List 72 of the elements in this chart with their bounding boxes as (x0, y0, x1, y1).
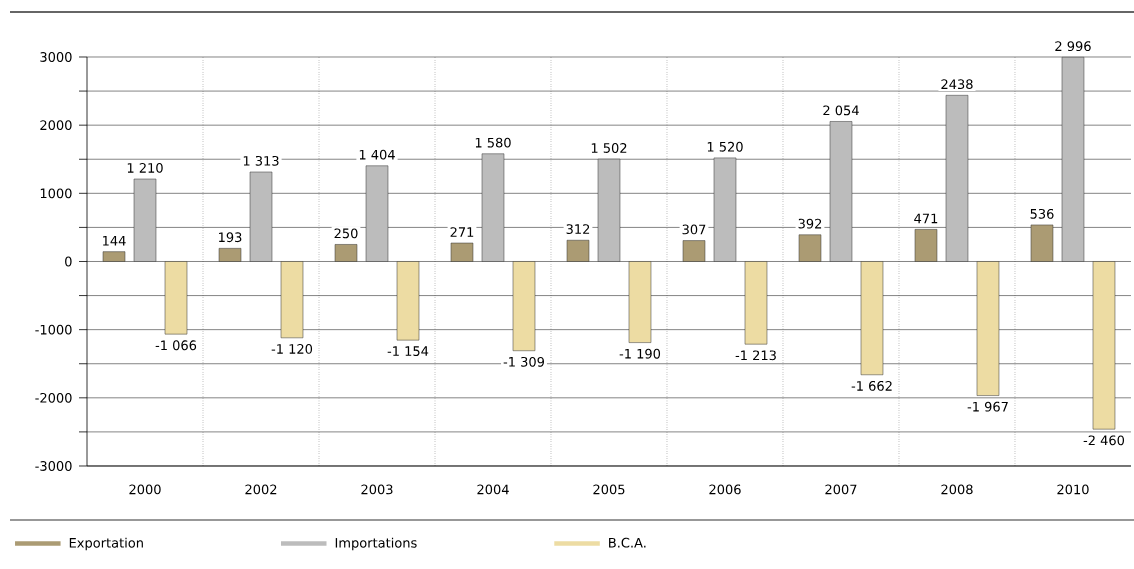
bar (628, 261, 652, 343)
bar (334, 244, 358, 262)
bar (744, 261, 768, 345)
data-label: -1 154 (387, 346, 429, 357)
data-label: 2 996 (1055, 41, 1091, 52)
data-label: 193 (219, 232, 242, 243)
data-label: 250 (334, 228, 358, 239)
legend-label: B.C.A. (609, 537, 646, 548)
bar (713, 157, 737, 262)
data-label: 1 520 (707, 141, 743, 152)
bar (976, 261, 1000, 396)
x-tick-label: 2007 (825, 484, 857, 495)
bar (450, 242, 474, 262)
bar (682, 240, 706, 262)
bar (945, 95, 969, 262)
bar (365, 165, 389, 262)
data-label: -2 460 (1083, 435, 1125, 446)
legend-label: Importations (335, 537, 417, 551)
y-tick-label: -1000 (35, 324, 72, 335)
bar (396, 261, 420, 341)
data-label: 1 313 (243, 155, 279, 166)
bar (133, 178, 157, 262)
data-label: 312 (566, 224, 590, 235)
legend-label: Exportation (69, 537, 143, 551)
y-tick-label: 0 (65, 256, 72, 267)
x-tick-label: 2000 (129, 484, 161, 495)
bar (1030, 224, 1054, 262)
data-label: 2438 (941, 79, 973, 90)
data-label: -1 120 (271, 344, 313, 354)
x-tick-label: 2004 (477, 484, 509, 495)
y-tick-label: 1000 (40, 188, 72, 199)
data-label: 536 (1030, 208, 1054, 219)
bar (798, 234, 822, 262)
data-label: 271 (450, 227, 474, 237)
data-label: 2 054 (823, 105, 859, 116)
bar (164, 261, 188, 335)
data-label: -1 662 (851, 380, 892, 391)
data-label: 307 (682, 224, 706, 235)
x-tick-label: 2003 (361, 484, 393, 495)
bar (512, 261, 536, 351)
bar (249, 171, 273, 262)
data-label: 471 (914, 213, 938, 224)
data-label: -1 967 (967, 401, 1008, 412)
data-label: -1 066 (155, 340, 197, 351)
data-label: -1 309 (503, 356, 545, 367)
bar (481, 153, 505, 262)
bar (566, 239, 590, 262)
data-label: 144 (103, 236, 126, 246)
bar (280, 261, 304, 339)
x-tick-label: 2006 (709, 484, 741, 495)
bar (102, 251, 126, 262)
bar (1092, 261, 1116, 430)
y-tick-label: -3000 (35, 461, 72, 471)
data-label: 392 (798, 218, 822, 229)
x-tick-label: 2008 (941, 484, 973, 495)
data-label: 1 580 (475, 137, 511, 148)
bar (829, 121, 853, 262)
data-label: 1 502 (591, 143, 627, 153)
bar (860, 261, 884, 376)
bar (218, 248, 242, 262)
bar (914, 229, 938, 262)
x-tick-label: 2002 (245, 484, 277, 495)
y-tick-label: 3000 (40, 52, 72, 62)
data-label: 1 210 (127, 162, 163, 173)
bar (597, 158, 621, 262)
y-tick-label: 2000 (40, 120, 72, 131)
y-tick-label: -2000 (35, 392, 72, 403)
data-label: -1 213 (735, 350, 776, 361)
data-label: -1 190 (619, 348, 661, 359)
x-tick-label: 2005 (593, 484, 625, 495)
data-label: 1 404 (359, 149, 395, 160)
x-tick-label: 2010 (1057, 484, 1089, 495)
